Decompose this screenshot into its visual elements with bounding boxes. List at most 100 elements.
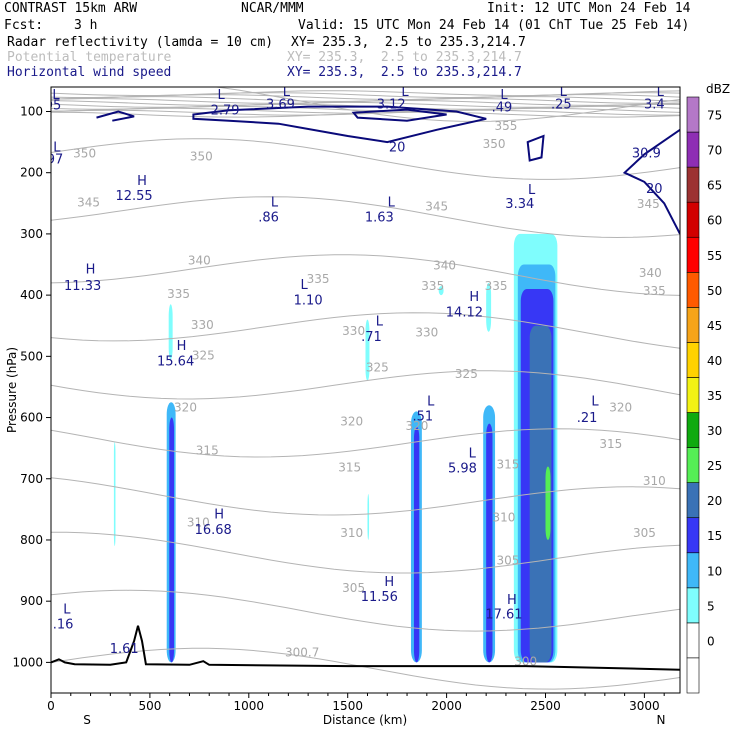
extremum-marker-10: H: [137, 174, 147, 189]
theta-label-34: 305: [496, 553, 519, 567]
extremum-value-31: .21: [577, 411, 598, 426]
colorbar-swatch-0: [686, 622, 700, 659]
reflectivity-cell-15: [529, 325, 552, 663]
extremum-marker-34: H: [214, 508, 224, 523]
extremum-marker-3: L: [283, 85, 291, 100]
extremum-marker-32: L: [469, 446, 477, 461]
colorbar: 0 5 10 15 20 25 30 35 40 45 50 55 60 65 70 75: [686, 96, 722, 694]
theta-contour-325: [51, 370, 680, 400]
theta-label-13: 335: [485, 279, 508, 293]
valid-time: Valid: 15 UTC Mon 24 Feb 14 (01 ChT Tue …: [298, 18, 690, 33]
theta-label-16: 330: [342, 324, 365, 338]
wind-contour-layer: 20 20 30.9 2.79 3.69 3.12 .49 .25 3.4: [96, 97, 680, 235]
extremum-value-11: 12.55: [115, 189, 152, 204]
reflectivity-cell-8: [438, 285, 444, 296]
theta-label-3: 355: [494, 119, 517, 133]
colorbar-swatch-55: [686, 236, 700, 273]
extremum-marker-28: L: [427, 394, 435, 409]
extremum-value-41: 1.16: [44, 618, 73, 633]
colorbar-label-45: 45: [707, 319, 722, 333]
colorbar-label-65: 65: [707, 179, 722, 193]
extremum-marker-20: L: [301, 278, 309, 293]
field-name-wind: Horizontal wind speed: [7, 65, 172, 80]
field-xy-theta: XY= 235.3, 2.5 to 235.3,214.7: [287, 50, 522, 65]
colorbar-swatch-30: [686, 412, 700, 448]
x-left-end-label: S: [83, 713, 91, 727]
theta-label-12: 335: [421, 279, 444, 293]
wind-isotach-0: [192, 105, 487, 144]
reflectivity-cell-11: [486, 282, 492, 332]
theta-label-18: 325: [192, 348, 215, 362]
field-xy-wind: XY= 235.3, 2.5 to 235.3,214.7: [287, 65, 522, 80]
colorbar-label-50: 50: [707, 284, 722, 298]
theta-label-31: 310: [493, 511, 516, 525]
wind-label-3: 2.79: [211, 104, 240, 119]
y-tick-label-5: 600: [20, 411, 43, 425]
x-axis-label: Distance (km): [323, 713, 407, 727]
y-tick-label-2: 300: [20, 227, 43, 241]
x-right-end-label: N: [657, 713, 666, 727]
theta-label-20: 325: [455, 367, 478, 381]
extremum-value-33: 5.98: [448, 462, 477, 477]
theta-contour-335: [51, 254, 680, 296]
colorbar-below-range: [686, 657, 700, 694]
colorbar-swatch-70: [686, 131, 700, 168]
reflectivity-cell-16: [545, 466, 551, 540]
theta-contour-305: [51, 589, 680, 632]
theta-contour-300: [51, 647, 680, 690]
field-name-reflectivity: Radar reflectivity (lamda = 10 cm): [7, 35, 274, 50]
extremum-marker-30: L: [591, 394, 599, 409]
x-tick-label-3: 1500: [332, 699, 363, 713]
extremum-marker-8: L: [53, 140, 61, 155]
extremum-value-27: 15.64: [157, 355, 194, 370]
x-tick-label-6: 3000: [629, 699, 660, 713]
y-tick-label-8: 900: [20, 594, 43, 608]
reflectivity-cell-10: [486, 423, 493, 663]
theta-label-17: 330: [415, 326, 438, 340]
extremum-value-25: 14.12: [446, 306, 483, 321]
extremum-value-1: 95: [45, 99, 62, 114]
fcst-value: 3 h: [74, 18, 98, 33]
theta-label-1: 350: [190, 149, 213, 163]
x-tick-label-5: 2500: [530, 699, 561, 713]
axes-layer: 0 500 1000 1500 2000 2500 3000 100 200 300 400 500 6…: [12, 104, 665, 713]
theta-label-15: 330: [191, 318, 214, 332]
extremum-marker-12: L: [271, 195, 279, 210]
wind-isotach-3: [622, 128, 680, 235]
plot-frame: [50, 86, 681, 694]
wind-isotach-2: [526, 134, 545, 162]
colorbar-swatch-25: [686, 447, 700, 483]
colorbar-label-15: 15: [707, 529, 722, 543]
wind-label-8: 3.4: [644, 97, 665, 112]
extremum-marker-22: L: [376, 315, 384, 330]
theta-label-29: 310: [187, 516, 210, 530]
colorbar-unit: dBZ: [706, 82, 730, 96]
colorbar-label-10: 10: [707, 564, 722, 578]
wind-label-5: 3.12: [377, 97, 406, 112]
theta-label-33: 305: [342, 581, 365, 595]
wind-isotach-1: [351, 108, 447, 122]
theta-label-24: 320: [609, 400, 632, 414]
extremum-value-13: .86: [258, 211, 279, 226]
theta-label-6: 345: [637, 197, 660, 211]
extremum-value-9: .97: [43, 153, 64, 168]
colorbar-label-35: 35: [707, 389, 722, 403]
extremum-value-37: 11.56: [361, 590, 398, 605]
theta-label-37: 300.7: [285, 645, 319, 659]
extremum-value-19: 11.33: [64, 279, 101, 294]
extremum-marker-14: L: [388, 195, 396, 210]
colorbar-swatch-35: [686, 377, 700, 413]
theta-label-28: 315: [599, 437, 622, 451]
theta-label-2: 350: [483, 137, 506, 151]
extremum-marker-36: H: [384, 575, 394, 590]
theta-contour-315: [51, 477, 680, 516]
extremum-marker-5: L: [500, 88, 508, 103]
theta-label-35: 305: [633, 526, 656, 540]
extremum-marker-18: H: [86, 263, 96, 278]
theta-label-26: 315: [338, 460, 361, 474]
colorbar-swatch-10: [686, 552, 700, 589]
colorbar-label-60: 60: [707, 214, 722, 228]
theta-label-5: 345: [425, 200, 448, 214]
